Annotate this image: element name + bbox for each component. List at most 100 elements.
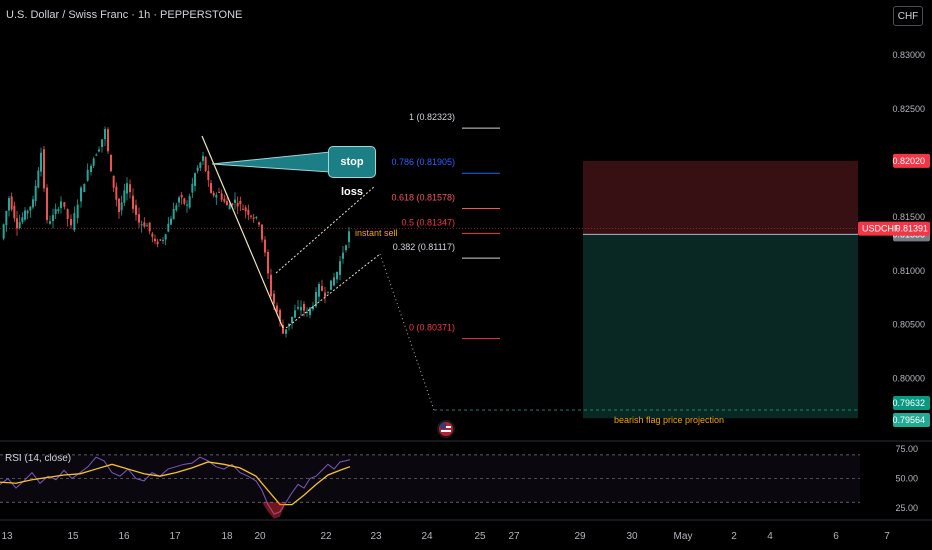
candle-body [207,170,210,181]
candle-body [8,198,10,211]
symbol-title: U.S. Dollar / Swiss Franc · 1h · PEPPERS… [6,9,243,21]
last-price-value: 0.81391 [895,224,928,234]
candle-body [186,204,188,206]
candle-body [199,162,202,168]
candle-body [218,191,220,193]
candle-body [126,183,128,194]
candle-body [164,234,167,240]
candle-body [223,199,226,202]
candle-body [162,240,164,242]
candle-body [212,192,215,196]
candle-body [236,202,239,207]
candle-body [210,183,212,193]
candle-body [86,169,89,181]
candle-body [336,272,338,280]
channel-upper [275,185,376,274]
candle-body [239,200,242,205]
candle-body [32,199,34,208]
candle-body [16,218,18,229]
candle-body [342,252,344,259]
candle-body [98,149,100,152]
candle-body [220,193,223,200]
candle-body [348,231,350,243]
candle-body [2,224,5,239]
candle-body [242,208,244,210]
candle-body [10,196,13,210]
x-tick-label: 16 [118,531,130,542]
fib-level-label: 1 (0.82323) [409,112,455,122]
stop-zone [583,160,858,235]
candle-body [46,187,48,221]
x-tick-label: 27 [508,531,520,542]
x-tick-label: 25 [474,531,486,542]
us-flag-icon[interactable] [437,420,455,438]
rsi-tick-label: 25.00 [895,503,918,513]
candle-body [312,305,314,310]
candle-body [170,218,172,225]
candle-body [250,215,252,217]
x-tick-label: 18 [221,531,233,542]
candle-body [146,225,148,227]
x-tick-label: 22 [320,531,332,542]
candle-body [321,286,323,291]
candle-body [327,291,329,293]
candle-body [18,221,21,228]
y-tick-label: 0.83000 [892,50,925,60]
candle-body [29,206,32,211]
candle-body [303,303,305,311]
candle-body [92,158,95,166]
y-tick-label: 0.81500 [892,212,925,222]
candle-body [175,205,178,211]
candle-body [294,310,296,318]
candle-body [129,184,131,193]
candle-body [5,211,8,226]
fib-level-label: 0.786 (0.81905) [391,157,455,167]
y-tick-label: 0.80000 [892,374,925,384]
x-tick-label: 23 [370,531,382,542]
candle-body [244,207,247,212]
x-tick-label: 20 [254,531,266,542]
y-tick-label: 0.81000 [892,266,925,276]
candle-body [264,239,266,253]
candle-body [167,223,170,232]
candle-body [228,204,231,210]
candle-body [138,214,140,223]
candle-body [101,139,103,147]
candle-body [43,149,45,189]
candle-body [183,198,186,204]
candle-body [188,196,191,208]
candle-body [154,238,156,242]
x-tick-label: 7 [884,531,890,542]
candle-body [330,280,332,290]
candle-body [73,213,76,231]
candle-body [247,209,250,215]
candle-body [90,165,92,172]
x-tick-label: 24 [421,531,433,542]
target-zone [583,234,858,419]
candle-body [80,187,82,202]
fib-level-label: 0.382 (0.81117) [393,242,455,252]
candle-body [76,204,79,219]
candle-body [297,307,299,309]
candle-body [279,309,281,322]
candle-body [215,194,218,198]
x-tick-label: May [674,531,693,542]
fib-level-label: 0.618 (0.81578) [391,192,455,202]
y-tick-label: 0.82500 [892,104,925,114]
candle-body [318,284,320,297]
candle-body [270,274,272,297]
x-tick-label: 2 [731,531,737,542]
candle-body [315,291,317,307]
candle-body [54,209,57,215]
candle-body [291,316,293,323]
candle-body [306,311,308,313]
candle-body [57,209,60,212]
candle-body [13,205,16,219]
candle-body [159,239,162,241]
channel-lower [285,253,381,329]
candle-body [120,202,123,211]
currency-button[interactable]: CHF [893,6,923,26]
candle-body [107,129,109,152]
rsi-tick-label: 75.00 [895,444,918,454]
